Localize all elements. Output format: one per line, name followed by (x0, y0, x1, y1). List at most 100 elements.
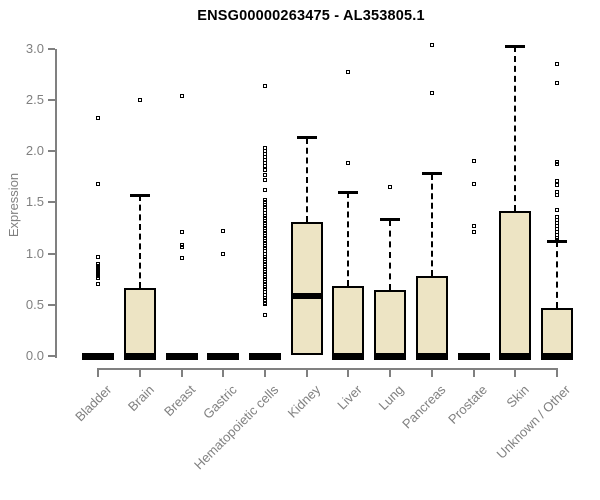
y-tick-label: 1.5 (25, 194, 44, 210)
boxplot-median (374, 352, 407, 360)
y-tick-label: 0.0 (25, 348, 44, 363)
outlier-point (263, 223, 267, 228)
boxplot-box (415, 276, 448, 356)
outlier-point (179, 245, 184, 250)
outlier-point (137, 97, 142, 102)
x-tick-mark (305, 370, 308, 377)
x-tick-label: Unknown / Other (493, 382, 574, 462)
outlier-point (96, 272, 101, 276)
outlier-point (263, 285, 267, 290)
boxplot-box (499, 211, 532, 356)
outlier-point (263, 228, 267, 233)
outlier-point (221, 251, 226, 256)
outlier-point (263, 187, 267, 192)
y-tick-mark (48, 98, 55, 101)
x-tick-mark (97, 370, 100, 377)
outlier-point (263, 164, 267, 169)
outlier-point (554, 61, 559, 66)
boxplot-box (332, 286, 365, 356)
whisker-cap (296, 136, 317, 140)
x-tick-label: Bladder (72, 382, 115, 425)
whisker-cap (338, 190, 359, 194)
whisker-cap (505, 44, 526, 48)
outlier-point (471, 223, 476, 228)
whisker-cap (129, 193, 150, 197)
x-tick-label: Brain (124, 382, 157, 415)
x-tick-mark (222, 370, 225, 377)
x-tick-mark (180, 370, 183, 377)
x-tick-mark (514, 370, 517, 377)
y-axis-line (55, 48, 57, 358)
outlier-point (96, 265, 101, 270)
outlier-point (554, 193, 559, 198)
boxplot-whisker (305, 137, 308, 222)
collapsed-box-bar (207, 352, 240, 360)
x-tick-mark (430, 370, 433, 377)
y-tick-label: 0.5 (25, 296, 44, 312)
outlier-point (388, 184, 393, 189)
outlier-point (263, 168, 267, 173)
outlier-point (263, 249, 267, 254)
outlier-point (96, 274, 101, 279)
x-tick-mark (264, 370, 266, 377)
boxplot-box (123, 288, 156, 356)
x-tick-label: Skin (503, 382, 532, 411)
boxplot-median (540, 352, 573, 360)
y-tick-mark (48, 201, 55, 204)
collapsed-box-bar (249, 352, 281, 360)
x-tick-mark (389, 370, 392, 377)
outlier-point (221, 228, 226, 233)
x-tick-label: Breast (161, 382, 199, 420)
x-tick-label: Lung (375, 382, 407, 414)
boxplot-median (290, 292, 323, 299)
outlier-point (263, 172, 267, 177)
x-tick-label: Liver (334, 382, 366, 413)
boxplot-median (415, 352, 448, 360)
outlier-point (554, 162, 559, 167)
outlier-point (263, 239, 267, 244)
outlier-point (263, 177, 267, 182)
outlier-point (263, 264, 267, 269)
boxplot-box (290, 221, 323, 355)
x-tick-mark (472, 370, 475, 377)
x-tick-label: Pancreas (398, 382, 449, 432)
outlier-point (263, 259, 267, 264)
outlier-point (554, 81, 559, 86)
outlier-point (96, 261, 101, 266)
outlier-point (263, 301, 267, 306)
outlier-point (263, 244, 267, 249)
outlier-point (179, 229, 184, 234)
outlier-point (429, 90, 434, 95)
chart-title: ENSG00000263475 - AL353805.1 (197, 8, 425, 24)
outlier-point (554, 160, 559, 165)
whisker-cap (380, 218, 401, 222)
boxplot-median (499, 352, 532, 360)
outlier-point (263, 234, 267, 239)
outlier-point (263, 84, 267, 89)
x-tick-label: Kidney (284, 382, 324, 421)
boxplot-whisker (347, 192, 350, 287)
collapsed-box-bar (82, 352, 115, 360)
outlier-point (471, 159, 476, 164)
boxplot-median (332, 352, 365, 360)
y-tick-label: 2.0 (25, 143, 44, 158)
outlier-point (346, 161, 351, 166)
outlier-point (471, 229, 476, 234)
boxplot-box (374, 290, 407, 356)
x-tick-mark (555, 370, 558, 377)
y-tick-mark (48, 47, 55, 50)
outlier-point (263, 208, 267, 213)
collapsed-box-bar (165, 352, 198, 360)
outlier-point (554, 178, 559, 183)
y-tick-mark (48, 252, 55, 255)
outlier-point (263, 203, 267, 208)
x-tick-label: Gastric (200, 382, 240, 422)
outlier-point (96, 282, 101, 287)
boxplot-whisker (430, 173, 433, 277)
x-tick-mark (138, 370, 141, 377)
outlier-point (554, 236, 559, 241)
outlier-point (429, 43, 434, 48)
outlier-point (96, 263, 101, 268)
outlier-point (554, 182, 559, 187)
